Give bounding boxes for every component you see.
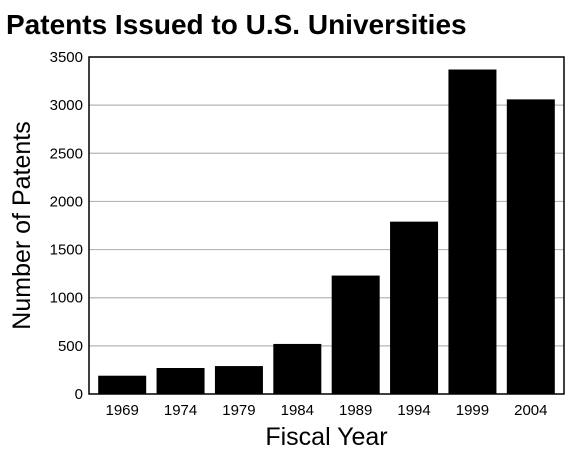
bar-1974 (156, 368, 205, 394)
x-tick-label: 1984 (281, 402, 314, 419)
x-tick-label: 1999 (456, 402, 489, 419)
bar-1969 (98, 375, 147, 394)
y-tick-label: 2500 (50, 145, 83, 162)
x-tick-label: 1979 (222, 402, 255, 419)
bar-2004 (506, 99, 555, 394)
y-tick-label: 0 (75, 386, 83, 403)
x-tick-labels: 1969 1974 1979 1984 1989 1994 1999 2004 (106, 402, 548, 419)
bars (98, 69, 555, 394)
x-tick-label: 1969 (106, 402, 139, 419)
y-tick-label: 500 (58, 338, 83, 355)
y-tick-labels: 0 500 1000 1500 2000 2500 3000 3500 (50, 49, 83, 403)
y-tick-label: 3500 (50, 49, 83, 66)
y-tick-label: 2000 (50, 193, 83, 210)
bar-1989 (331, 275, 380, 394)
y-tick-label: 1500 (50, 242, 83, 259)
x-tick-label: 2004 (514, 402, 547, 419)
x-tick-label: 1974 (164, 402, 197, 419)
plot-frame (88, 56, 565, 395)
bar-1984 (273, 343, 322, 394)
y-tick-label: 1000 (50, 290, 83, 307)
bar-1999 (448, 69, 497, 394)
x-tick-label: 1989 (339, 402, 372, 419)
bar-1994 (390, 221, 439, 394)
x-axis-label: Fiscal Year (265, 423, 387, 451)
y-axis-label: Number of Patents (8, 121, 36, 329)
x-tick-label: 1994 (397, 402, 430, 419)
y-tick-label: 3000 (50, 97, 83, 114)
chart-title: Patents Issued to U.S. Universities (6, 9, 467, 40)
bar-1979 (214, 366, 263, 394)
